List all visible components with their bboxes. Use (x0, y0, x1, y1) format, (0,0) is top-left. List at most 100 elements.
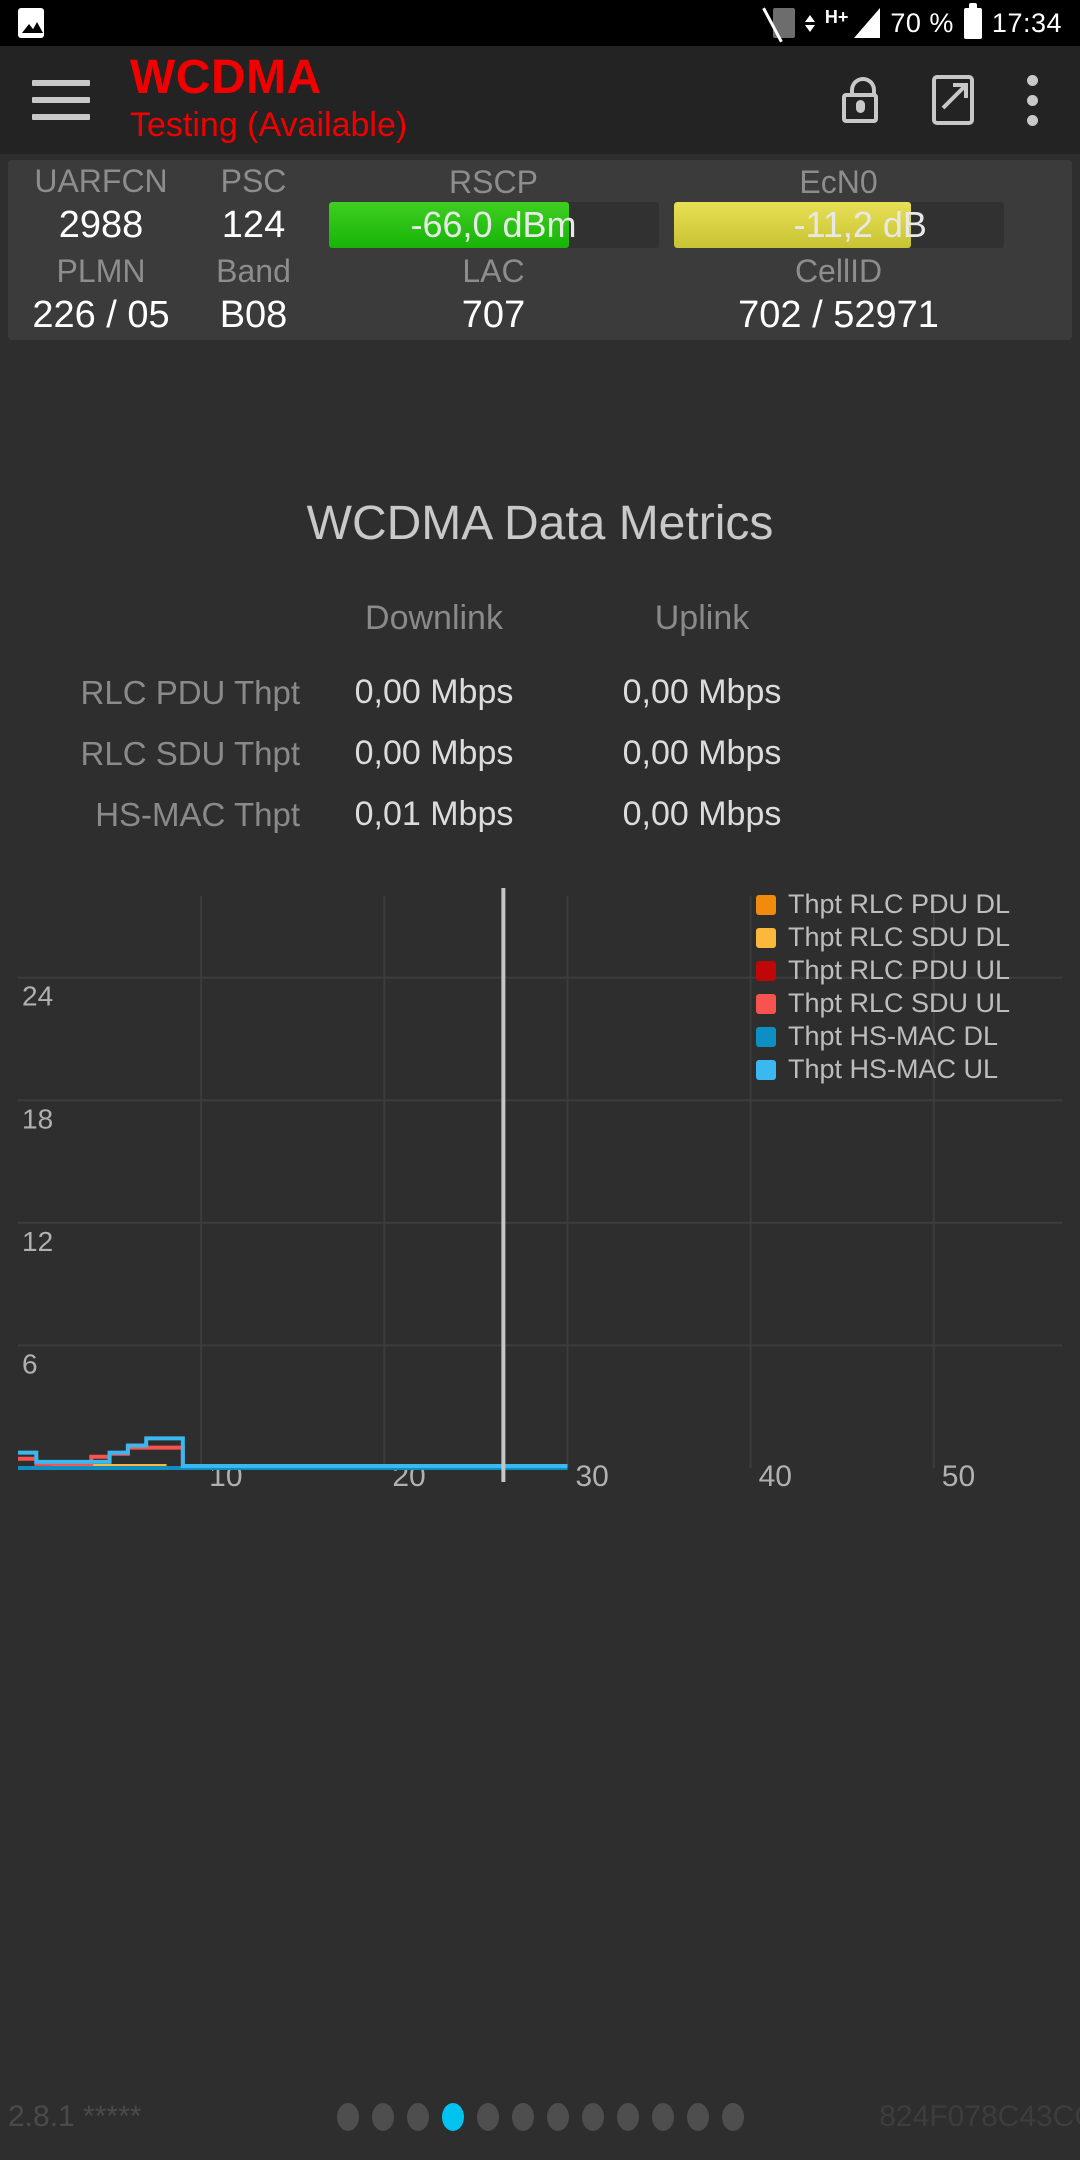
rscp-value: -66,0 dBm (410, 204, 577, 245)
rscp-bar: -66,0 dBm (328, 202, 659, 248)
device-id-label: 824F078C43CC (879, 2100, 1080, 2133)
page-dot[interactable] (581, 2103, 604, 2131)
metrics-table: Downlink Uplink RLC PDU Thpt 0,00 Mbps 0… (0, 588, 1080, 845)
signal-bars-icon (854, 8, 881, 38)
legend-swatch-icon (756, 894, 776, 915)
legend-label: Thpt RLC PDU UL (788, 955, 1011, 985)
y-tick-label: 12 (22, 1226, 53, 1257)
legend-item[interactable]: Thpt RLC SDU UL (756, 987, 1010, 1020)
y-tick-label: 6 (22, 1348, 38, 1379)
legend-item[interactable]: Thpt HS-MAC DL (756, 1020, 1010, 1053)
cellid-label: CellID (794, 253, 883, 289)
bottom-bar: 2.8.1 ***** 824F078C43CC (0, 2074, 1080, 2160)
sim-off-icon (772, 8, 795, 38)
band-label: Band (216, 253, 291, 289)
page-dot[interactable] (441, 2103, 464, 2131)
export-screen-icon[interactable] (932, 75, 974, 125)
lac-label: LAC (462, 253, 525, 289)
x-tick-label: 30 (575, 1460, 608, 1493)
info-cell-cellid: CellID 702 / 52971 (666, 250, 1011, 340)
page-dot[interactable] (511, 2103, 534, 2131)
export-arrow-glyph (941, 83, 968, 110)
metrics-title: WCDMA Data Metrics (306, 497, 774, 550)
page-dot[interactable] (476, 2103, 499, 2131)
legend-swatch-icon (756, 1026, 776, 1047)
plmn-label: PLMN (56, 253, 146, 289)
cell-info-row-1: UARFCN 2988 PSC 124 RSCP -66,0 dBm EcN0 … (8, 160, 1072, 250)
cell-info-panel: UARFCN 2988 PSC 124 RSCP -66,0 dBm EcN0 … (8, 160, 1072, 340)
network-type-label: H+ (824, 6, 849, 27)
app-header: WCDMA Testing (Available) (0, 46, 1080, 154)
status-bar-right: H+ 70 % 17:34 (772, 2, 1080, 40)
legend-swatch-icon (756, 1059, 776, 1080)
info-cell-plmn: PLMN 226 / 05 (16, 250, 186, 340)
battery-icon (963, 2, 982, 39)
metric-uplink-value: 0,00 Mbps (622, 795, 782, 833)
legend-swatch-icon (756, 927, 776, 948)
page-dot[interactable] (546, 2103, 569, 2131)
legend-swatch-icon (756, 993, 776, 1014)
x-tick-label: 40 (759, 1460, 792, 1493)
plmn-value: 226 / 05 (32, 294, 170, 336)
hamburger-menu-icon[interactable] (32, 80, 90, 120)
image-icon (18, 8, 44, 38)
legend-item[interactable]: Thpt HS-MAC UL (756, 1053, 1010, 1086)
table-row: RLC PDU Thpt 0,00 Mbps 0,00 Mbps (0, 662, 1080, 723)
psc-label: PSC (220, 163, 287, 199)
legend-label: Thpt HS-MAC UL (788, 1054, 999, 1084)
chart-legend: Thpt RLC PDU DL Thpt RLC SDU DL Thpt RLC P… (756, 888, 1010, 1086)
page-dot[interactable] (371, 2103, 394, 2131)
page-dot[interactable] (686, 2103, 709, 2131)
status-bar: H+ 70 % 17:34 (0, 0, 1080, 46)
legend-item[interactable]: Thpt RLC PDU DL (756, 888, 1010, 921)
metric-downlink-value: 0,01 Mbps (354, 795, 514, 833)
header-title-block: WCDMA Testing (Available) (130, 53, 407, 147)
page-dot[interactable] (651, 2103, 674, 2131)
rscp-label: RSCP (449, 164, 538, 200)
status-bar-left (0, 8, 44, 38)
band-value: B08 (219, 294, 288, 336)
metric-label: RLC PDU Thpt (80, 673, 300, 711)
y-tick-label: 18 (22, 1103, 53, 1134)
ecno-label: EcN0 (799, 164, 878, 200)
legend-label: Thpt RLC SDU DL (788, 922, 1011, 952)
page-dot[interactable] (721, 2103, 744, 2131)
metric-uplink-value: 0,00 Mbps (622, 734, 782, 772)
page-dot[interactable] (406, 2103, 429, 2131)
page-dot[interactable] (336, 2103, 359, 2131)
legend-label: Thpt RLC PDU DL (788, 889, 1011, 919)
info-cell-psc: PSC 124 (186, 160, 321, 250)
metric-label: RLC SDU Thpt (80, 734, 300, 772)
page-indicator-dots[interactable] (0, 2103, 1080, 2131)
ecno-bar-fill (673, 202, 912, 248)
uplink-header: Uplink (654, 599, 750, 637)
table-row: RLC SDU Thpt 0,00 Mbps 0,00 Mbps (0, 723, 1080, 784)
uarfcn-label: UARFCN (34, 163, 168, 199)
page-subtitle: Testing (Available) (130, 106, 408, 144)
info-cell-band: Band B08 (186, 250, 321, 340)
table-row: HS-MAC Thpt 0,01 Mbps 0,00 Mbps (0, 784, 1080, 845)
rscp-bar-fill (328, 202, 570, 248)
info-cell-uarfcn: UARFCN 2988 (16, 160, 186, 250)
info-cell-ecno: EcN0 -11,2 dB (666, 160, 1011, 250)
ecno-bar: -11,2 dB (673, 202, 1004, 248)
page-dot[interactable] (616, 2103, 639, 2131)
metric-label: HS-MAC Thpt (95, 795, 300, 833)
unlock-icon[interactable] (840, 77, 880, 123)
lac-value: 707 (461, 294, 526, 336)
metrics-header-row: Downlink Uplink (0, 588, 1080, 649)
legend-item[interactable]: Thpt RLC SDU DL (756, 921, 1010, 954)
app-version-label: 2.8.1 ***** (8, 2100, 142, 2133)
legend-label: Thpt RLC SDU UL (788, 988, 1011, 1018)
cellid-value: 702 / 52971 (738, 294, 939, 336)
overflow-menu-icon[interactable] (1026, 74, 1038, 126)
legend-swatch-icon (756, 960, 776, 981)
legend-item[interactable]: Thpt RLC PDU UL (756, 954, 1010, 987)
metric-downlink-value: 0,00 Mbps (354, 734, 514, 772)
y-tick-label: 24 (22, 981, 53, 1012)
throughput-chart[interactable]: 6 12 18 24 10 20 30 40 50 Thpt RLC PDU DL Thpt RL… (0, 888, 1080, 1508)
legend-label: Thpt HS-MAC DL (788, 1021, 999, 1051)
metric-downlink-value: 0,00 Mbps (354, 673, 514, 711)
